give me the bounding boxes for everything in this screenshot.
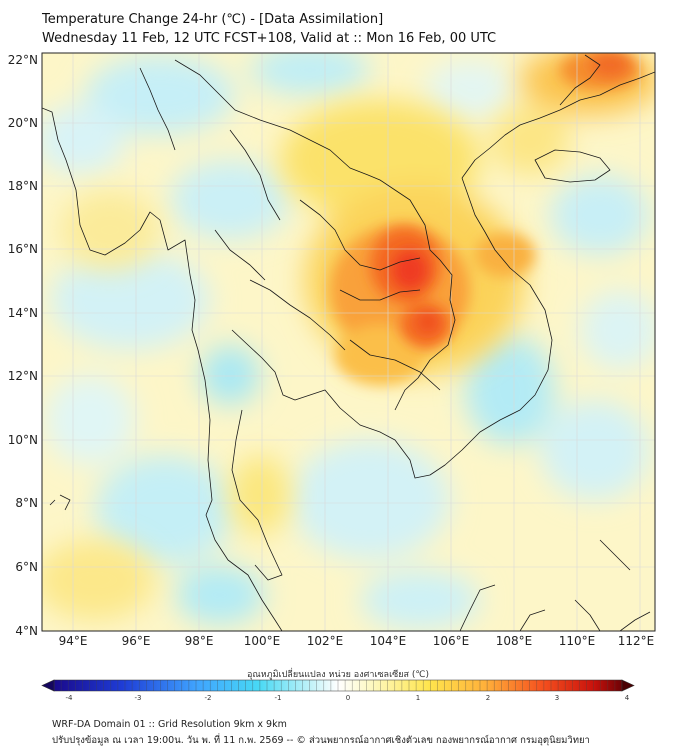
- graticule: [42, 53, 655, 631]
- lon-label: 98°E: [185, 634, 214, 648]
- colorbar-tick: -4: [66, 694, 74, 702]
- lat-label: 22°N: [8, 53, 38, 67]
- lat-label: 18°N: [8, 179, 38, 193]
- lon-label: 96°E: [122, 634, 151, 648]
- colorbar-tick: 3: [555, 694, 559, 702]
- colorbar-tick: 4: [625, 694, 630, 702]
- chart-subtitle-valid-time: Wednesday 11 Feb, 12 UTC FCST+108, Valid…: [42, 31, 497, 46]
- lat-label: 8°N: [15, 496, 38, 510]
- lon-label: 110°E: [559, 634, 596, 648]
- footer-model-info: WRF-DA Domain 01 :: Grid Resolution 9km …: [52, 719, 287, 730]
- lon-label: 102°E: [307, 634, 344, 648]
- lon-label: 108°E: [496, 634, 533, 648]
- colorbar-max-arrow: [621, 679, 635, 692]
- lat-label: 12°N: [8, 369, 38, 383]
- lat-label: 6°N: [15, 560, 38, 574]
- coastlines-borders: [42, 54, 655, 631]
- colorbar-title: อุณหภูมิเปลี่ยนแปลง หน่วย องศาเซลเซียส (…: [246, 670, 430, 680]
- colorbar: -4 -3 -2 -1 0 1 2 3 4: [41, 679, 635, 702]
- lon-label: 104°E: [370, 634, 407, 648]
- latitude-labels: 22°N 20°N 18°N 16°N 14°N 12°N 10°N 8°N 6…: [8, 53, 38, 638]
- lat-label: 20°N: [8, 116, 38, 130]
- lon-label: 94°E: [59, 634, 88, 648]
- colorbar-tick: -2: [205, 694, 212, 702]
- colorbar-min-arrow: [41, 679, 55, 692]
- colorbar-tick: 0: [346, 694, 350, 702]
- colorbar-tick: -3: [135, 694, 142, 702]
- colorbar-tick: 1: [416, 694, 420, 702]
- lat-label: 14°N: [8, 306, 38, 320]
- lon-label: 112°E: [618, 634, 655, 648]
- lat-label: 4°N: [15, 624, 38, 638]
- chart-title: Temperature Change 24-hr (℃) - [Data Ass…: [42, 12, 384, 27]
- colorbar-tick: 2: [486, 694, 490, 702]
- footer-credit: ปรับปรุงข้อมูล ณ เวลา 19:00น. วัน พ. ที่…: [52, 735, 590, 746]
- lon-label: 100°E: [244, 634, 281, 648]
- lon-label: 106°E: [433, 634, 470, 648]
- lat-label: 16°N: [8, 242, 38, 256]
- colorbar-tick: -1: [275, 694, 282, 702]
- longitude-labels: 94°E 96°E 98°E 100°E 102°E 104°E 106°E 1…: [59, 634, 655, 648]
- temperature-change-field: [42, 53, 655, 631]
- map-frame: [41, 52, 656, 632]
- lat-label: 10°N: [8, 433, 38, 447]
